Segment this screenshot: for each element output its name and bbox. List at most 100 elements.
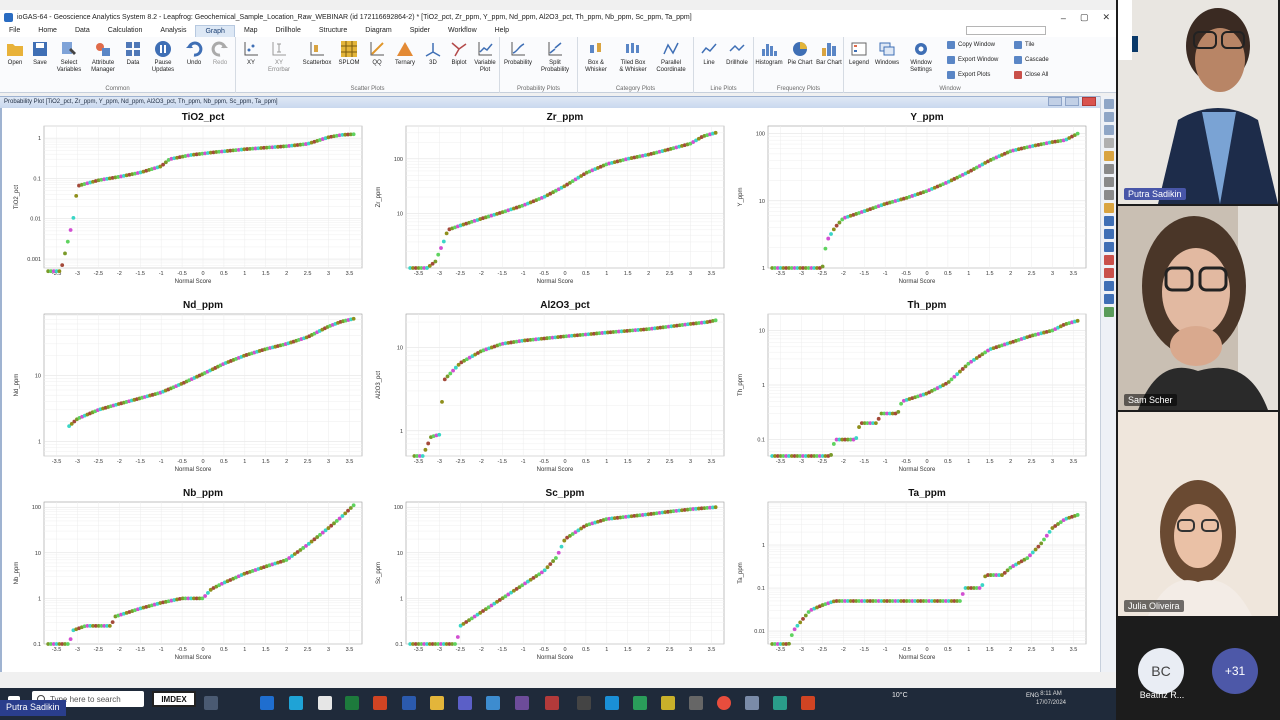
menu-data[interactable]: Data [74, 27, 90, 34]
tiled-box-whisker-button[interactable]: Tiled Box & Whisker [618, 40, 648, 74]
tile-button[interactable]: Tile [1014, 41, 1034, 49]
qq-button[interactable]: QQ [362, 40, 392, 67]
menu-graph[interactable]: Graph [195, 25, 235, 37]
redo-button[interactable]: Redo [205, 40, 235, 67]
ribbon-search-input[interactable] [966, 26, 1046, 35]
zoom-in-icon[interactable] [1104, 99, 1114, 109]
biplot-button[interactable]: Biplot [444, 40, 474, 67]
participant-tile-sam[interactable]: Sam Scher [1118, 206, 1278, 410]
outlook-icon[interactable] [260, 696, 274, 710]
map-icon[interactable] [1104, 307, 1114, 317]
line-button[interactable]: Line [694, 40, 724, 67]
select-icon[interactable] [1104, 151, 1114, 161]
menu-map[interactable]: Map [243, 27, 258, 34]
menu-structure[interactable]: Structure [318, 27, 348, 34]
layers-icon[interactable] [1104, 294, 1114, 304]
histogram-button[interactable]: Histogram [754, 40, 784, 67]
imdex-taskbar-app[interactable]: IMDEX [152, 691, 196, 707]
menu-workflow[interactable]: Workflow [447, 27, 477, 34]
pause-updates-button[interactable]: Pause Updates [148, 40, 178, 74]
scatterbox-button[interactable]: Scatterbox [302, 40, 332, 67]
chrome-canary-icon[interactable] [318, 696, 332, 710]
3d-button[interactable]: 3D [418, 40, 448, 67]
close-all-button[interactable]: Close All [1014, 71, 1048, 79]
app-icon-b[interactable] [577, 696, 591, 710]
task-view-icon[interactable] [204, 696, 218, 710]
participant-tile-julia[interactable]: Julia Oliveira [1118, 412, 1278, 616]
bar-chart-button[interactable]: Bar Chart [814, 40, 844, 67]
data-button[interactable]: Data [118, 40, 148, 67]
undo-button[interactable]: Undo [179, 40, 209, 67]
windows-button[interactable]: Windows [872, 40, 902, 67]
arrows-icon[interactable] [1104, 216, 1114, 226]
participant-avatar-bc[interactable]: BC [1138, 648, 1184, 694]
red-tool-icon[interactable] [1104, 255, 1114, 265]
more-participants-button[interactable]: +31 [1212, 648, 1258, 694]
app-icon-g[interactable] [773, 696, 787, 710]
menu-help[interactable]: Help [494, 27, 510, 34]
save-button[interactable]: Save [25, 40, 55, 67]
cross-icon[interactable] [1104, 268, 1114, 278]
split-probability-button[interactable]: Split Probability [540, 40, 570, 74]
select-variables-button[interactable]: Select Variables [54, 40, 84, 74]
maximize-button[interactable]: ▢ [1079, 12, 1089, 22]
edge-icon[interactable] [289, 696, 303, 710]
close-button[interactable]: ✕ [1102, 12, 1110, 22]
doc-minimize-button[interactable] [1048, 97, 1062, 106]
doc-close-button[interactable] [1082, 97, 1096, 106]
copy-window-button[interactable]: Copy Window [947, 41, 995, 49]
menu-home[interactable]: Home [38, 27, 57, 34]
legend-button[interactable]: Legend [844, 40, 874, 67]
acrobat-icon[interactable] [545, 696, 559, 710]
probability-button[interactable]: Probability [503, 40, 533, 67]
filter-icon[interactable] [1104, 190, 1114, 200]
menu-diagram[interactable]: Diagram [365, 27, 392, 34]
app-icon-e[interactable] [661, 696, 675, 710]
open-button[interactable]: Open [0, 40, 30, 67]
doc-restore-button[interactable] [1065, 97, 1079, 106]
export-plots-button[interactable]: Export Plots [947, 71, 990, 79]
splom-button[interactable]: SPLOM [334, 40, 364, 67]
p-icon[interactable] [1104, 242, 1114, 252]
attribute-manager-button[interactable]: Attribute Manager [88, 40, 118, 74]
highlight-icon[interactable] [1104, 203, 1114, 213]
table-icon[interactable] [1104, 229, 1114, 239]
word-icon[interactable] [402, 696, 416, 710]
minimize-button[interactable]: – [1060, 12, 1066, 23]
teams-icon[interactable] [458, 696, 472, 710]
app-icon-d[interactable] [633, 696, 647, 710]
chrome-icon[interactable] [717, 696, 731, 710]
box-whisker-button[interactable]: Box & Whisker [581, 40, 611, 74]
iogas-taskbar-icon[interactable] [745, 696, 759, 710]
window-settings-button[interactable]: Window Settings [906, 40, 936, 74]
drillhole-plot-button[interactable]: Drillhole [722, 40, 752, 67]
ternary-button[interactable]: Ternary [390, 40, 420, 67]
app-icon-a[interactable] [486, 696, 500, 710]
menu-analysis[interactable]: Analysis [160, 27, 187, 34]
xy-button[interactable]: XY [236, 40, 266, 67]
powerpoint-icon[interactable] [373, 696, 387, 710]
app-icon-f[interactable] [689, 696, 703, 710]
polygon-icon[interactable] [1104, 164, 1114, 174]
onenote-icon[interactable] [515, 696, 529, 710]
pan-icon[interactable] [1104, 138, 1114, 148]
menu-spider[interactable]: Spider [409, 27, 430, 34]
participant-tile-putra[interactable]: Putra Sadikin [1118, 0, 1278, 204]
excel-icon[interactable] [345, 696, 359, 710]
language-indicator[interactable]: ENG [1026, 693, 1040, 699]
weather-temperature[interactable]: 10°C [892, 692, 908, 699]
zoom-extent-icon[interactable] [1104, 125, 1114, 135]
clock[interactable]: 8:11 AM 17/07/2024 [1036, 690, 1066, 708]
app-icon-h[interactable] [801, 696, 815, 710]
menu-file[interactable]: File [9, 27, 21, 34]
file-explorer-icon[interactable] [430, 696, 444, 710]
pie-chart-button[interactable]: Pie Chart [785, 40, 815, 67]
menu-drillhole[interactable]: Drillhole [275, 27, 301, 34]
lasso-icon[interactable] [1104, 177, 1114, 187]
lock-icon[interactable] [1104, 281, 1114, 291]
cascade-button[interactable]: Cascade [1014, 56, 1049, 64]
variable-plot-button[interactable]: Variable Plot [470, 40, 500, 74]
parallel-coordinate-button[interactable]: Parallel Coordinate [656, 40, 686, 74]
export-window-button[interactable]: Export Window [947, 56, 998, 64]
zoom-out-icon[interactable] [1104, 112, 1114, 122]
